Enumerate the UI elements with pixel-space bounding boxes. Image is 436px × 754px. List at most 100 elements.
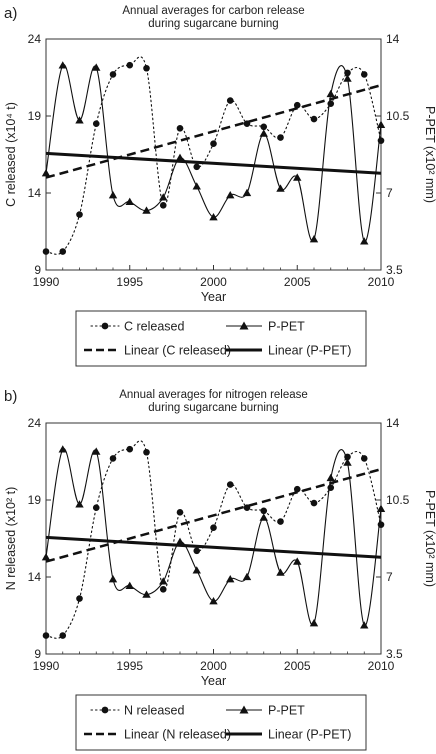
x-tick-label: 2000 xyxy=(200,659,227,673)
ppet-point xyxy=(360,237,369,245)
series-line-released xyxy=(45,56,382,255)
y-right-axis-label: P-PET (x10² mm) xyxy=(423,490,436,587)
ppet-point xyxy=(259,129,268,137)
ppet-point xyxy=(343,74,352,82)
released-point xyxy=(193,163,201,171)
ppet-point xyxy=(326,89,335,98)
y-left-tick-label: 19 xyxy=(28,109,42,123)
ppet-point xyxy=(242,572,252,581)
x-tick-label: 2005 xyxy=(284,275,311,289)
released-point xyxy=(210,524,217,532)
released-point xyxy=(176,509,184,516)
series-line-released xyxy=(45,440,382,639)
released-point xyxy=(210,140,217,148)
ppet-point xyxy=(376,504,386,512)
ppet-point xyxy=(142,206,151,214)
y-left-tick-label: 19 xyxy=(28,493,42,507)
released-point xyxy=(344,453,351,461)
ppet-point xyxy=(142,590,151,598)
ppet-point xyxy=(92,63,101,71)
ppet-point xyxy=(309,619,319,627)
panel-label: b) xyxy=(4,388,17,405)
x-tick-label: 2005 xyxy=(284,659,311,673)
ppet-point xyxy=(309,235,319,243)
legend: C released P-PET Linear (C released) Linear… xyxy=(75,310,367,367)
ppet-point xyxy=(159,577,168,585)
y-right-tick-label: 7 xyxy=(386,186,393,200)
legend-label: Linear (P-PET) xyxy=(268,344,351,358)
y-right-tick-label: 3.5 xyxy=(386,647,403,661)
released-point xyxy=(310,499,318,507)
y-right-tick-label: 7 xyxy=(386,570,393,584)
released-point xyxy=(260,123,268,131)
ppet-point xyxy=(58,445,67,453)
ppet-point xyxy=(226,191,235,199)
released-point xyxy=(310,115,318,123)
x-tick-label: 2010 xyxy=(368,275,395,289)
released-point xyxy=(109,71,117,78)
chart-panel-b: b) Annual averages for nitrogen releasedu… xyxy=(4,388,436,751)
ppet-point xyxy=(175,537,185,545)
series-line-ppet xyxy=(45,448,382,626)
ppet-point xyxy=(192,566,201,574)
legend: N released P-PET Linear (N released) Linear… xyxy=(75,694,367,751)
released-point xyxy=(360,455,368,462)
ppet-point xyxy=(41,553,51,561)
ppet-point xyxy=(125,581,134,589)
released-point xyxy=(59,248,67,255)
ppet-point xyxy=(226,575,235,583)
y-left-tick-label: 9 xyxy=(34,263,41,277)
x-tick-label: 1995 xyxy=(116,659,143,673)
ppet-point xyxy=(242,188,252,197)
y-right-tick-label: 14 xyxy=(386,32,400,46)
ppet-point xyxy=(192,182,201,190)
chart-title-line: Annual averages for carbon release xyxy=(122,5,304,17)
trend-line-ppet xyxy=(46,151,381,175)
released-point xyxy=(193,547,201,555)
legend-box xyxy=(75,694,367,751)
ppet-point xyxy=(41,169,51,177)
released-point xyxy=(42,248,50,255)
ppet-point xyxy=(293,557,302,565)
trend-line-ppet xyxy=(46,535,381,559)
y-right-tick-label: 3.5 xyxy=(386,263,403,277)
released-point xyxy=(126,445,134,453)
released-point xyxy=(243,504,251,512)
y-left-tick-label: 9 xyxy=(34,647,41,661)
released-point xyxy=(143,448,150,456)
released-point xyxy=(243,120,251,127)
legend-label: C released xyxy=(124,320,184,334)
x-axis-label: Year xyxy=(201,674,226,688)
y-right-axis-label: P-PET (x10² mm) xyxy=(423,106,436,203)
y-left-axis-label: C released (x10⁴ t) xyxy=(4,102,18,207)
y-left-tick-label: 14 xyxy=(28,570,42,584)
released-point xyxy=(159,202,167,209)
released-point xyxy=(327,484,335,491)
released-point xyxy=(42,632,50,639)
ppet-point xyxy=(209,213,218,221)
y-left-tick-label: 24 xyxy=(28,32,42,46)
y-left-axis-label: N released (x10² t) xyxy=(4,487,18,591)
y-left-tick-label: 14 xyxy=(28,186,42,200)
ppet-point xyxy=(159,193,168,201)
series-line-ppet xyxy=(45,64,382,242)
y-left-tick-label: 24 xyxy=(28,416,42,430)
plot-frame xyxy=(45,38,382,271)
ppet-point xyxy=(75,116,84,124)
plot-frame xyxy=(45,422,382,655)
legend-label: Linear (N released) xyxy=(124,728,231,742)
legend-label: Linear (C released) xyxy=(124,344,231,358)
trend-line-released xyxy=(46,83,381,179)
y-right-tick-label: 10.5 xyxy=(386,109,410,123)
ppet-point xyxy=(92,447,101,455)
released-point xyxy=(344,69,351,77)
released-point xyxy=(176,125,184,132)
chart-panel-a: a) Annual averages for carbon releaseduri… xyxy=(4,5,436,367)
legend-label: P-PET xyxy=(268,704,305,718)
panel-label: a) xyxy=(4,5,17,22)
y-right-tick-label: 14 xyxy=(386,416,400,430)
x-tick-label: 1990 xyxy=(33,659,60,673)
released-point xyxy=(126,61,134,69)
ppet-point xyxy=(125,197,134,205)
